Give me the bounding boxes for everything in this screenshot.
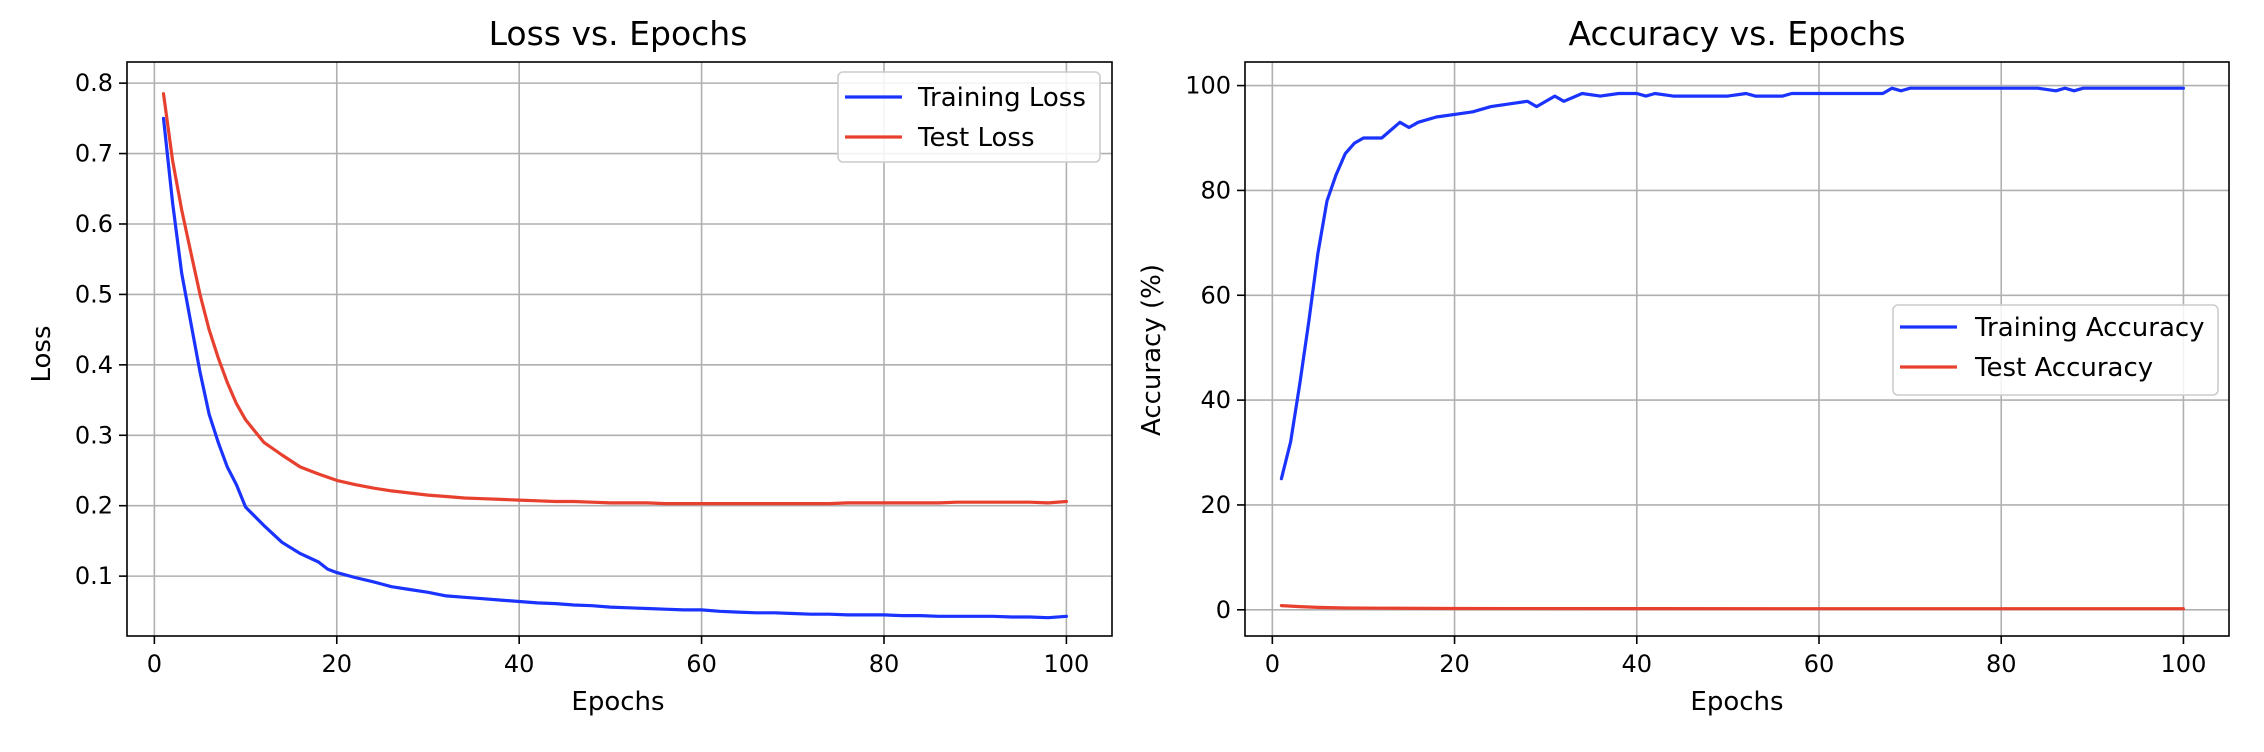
loss-x-axis-label: Epochs: [571, 687, 664, 717]
loss-y-tick-label: 0.4: [75, 351, 113, 379]
series-line-test-loss: [161, 92, 1068, 506]
accuracy-x-tick-label: 100: [2161, 650, 2207, 678]
loss-y-tick-label: 0.2: [75, 492, 113, 520]
loss-y-axis-label: Loss: [27, 325, 57, 382]
accuracy-y-axis-label: Accuracy (%): [1137, 264, 1167, 436]
accuracy-x-tick-label: 60: [1804, 650, 1835, 678]
loss-y-tick-label: 0.6: [75, 210, 113, 238]
loss-grid: [127, 62, 1112, 636]
loss-plot-frame: [126, 61, 1113, 637]
loss-y-tick-label: 0.3: [75, 421, 113, 449]
legend-label-test-loss: Test Loss: [917, 123, 1035, 153]
loss-y-tick-label: 0.1: [75, 562, 113, 590]
accuracy-y-tick-label: 60: [1200, 281, 1231, 309]
accuracy-x-tick-label: 80: [1986, 650, 2017, 678]
loss-x-tick-label: 0: [147, 650, 162, 678]
accuracy-chart-panel: Accuracy vs. Epochs Epochs Accuracy (%) …: [1137, 14, 2230, 717]
loss-legend: Training Loss Test Loss: [837, 71, 1101, 163]
accuracy-x-tick-label: 0: [1265, 650, 1280, 678]
accuracy-y-tick-label: 40: [1200, 386, 1231, 414]
accuracy-chart-title: Accuracy vs. Epochs: [1568, 14, 1905, 53]
series-line-test-accuracy: [1279, 604, 2185, 611]
accuracy-x-tick-label: 40: [1622, 650, 1653, 678]
accuracy-legend-box: [1892, 304, 2219, 396]
loss-axis-ticks: 0 20 40 60 80 100 0.1 0.2 0.3 0.4 0.5 0.6 0.7 0.8: [75, 69, 1089, 678]
accuracy-x-tick-label: 20: [1439, 650, 1470, 678]
loss-series-layer: [161, 92, 1068, 620]
loss-legend-box: [837, 71, 1101, 163]
loss-x-tick-label: 60: [686, 650, 717, 678]
series-line-training-loss: [161, 116, 1068, 620]
accuracy-series-layer: [1279, 86, 2185, 611]
accuracy-y-tick-label: 0: [1216, 596, 1231, 624]
loss-chart-title: Loss vs. Epochs: [489, 14, 748, 53]
loss-x-tick-label: 100: [1043, 650, 1089, 678]
accuracy-x-axis-label: Epochs: [1690, 687, 1783, 717]
accuracy-y-tick-label: 100: [1185, 72, 1231, 100]
loss-y-tick-label: 0.7: [75, 140, 113, 168]
legend-label-test-accuracy: Test Accuracy: [1974, 353, 2153, 383]
loss-x-tick-label: 40: [504, 650, 535, 678]
loss-y-tick-label: 0.5: [75, 280, 113, 308]
loss-x-tick-label: 20: [321, 650, 352, 678]
series-line-training-accuracy: [1279, 86, 2185, 481]
legend-label-training-loss: Training Loss: [917, 83, 1086, 113]
legend-label-training-accuracy: Training Accuracy: [1974, 313, 2205, 343]
accuracy-y-tick-label: 20: [1200, 491, 1231, 519]
accuracy-plot-frame: [1244, 61, 2230, 637]
accuracy-legend: Training Accuracy Test Accuracy: [1892, 304, 2219, 396]
loss-y-tick-label: 0.8: [75, 69, 113, 97]
loss-chart-panel: Loss vs. Epochs Epochs Loss 0 20 40 60 80 100…: [27, 14, 1113, 717]
accuracy-y-tick-label: 80: [1200, 176, 1231, 204]
accuracy-axis-ticks: 0 20 40 60 80 100 0 20 40 60 80 100: [1185, 72, 2206, 678]
loss-x-tick-label: 80: [869, 650, 900, 678]
